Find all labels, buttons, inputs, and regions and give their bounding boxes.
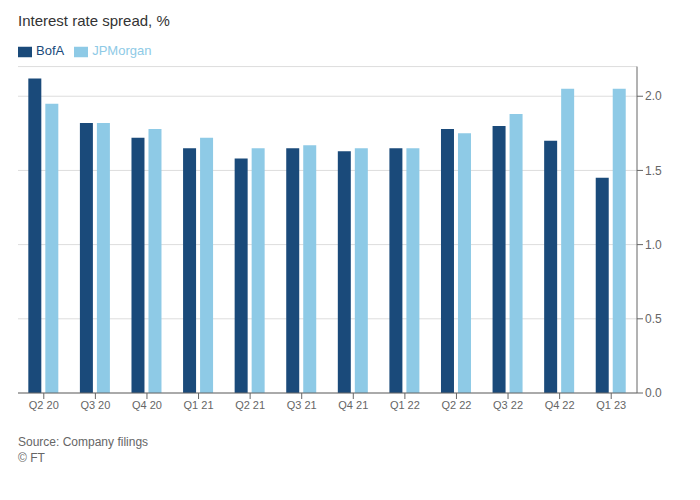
html-text:JPMorgan: JPMorgan (92, 43, 152, 58)
svg-text:0.5: 0.5 (645, 312, 662, 326)
svg-text:Q3 21: Q3 21 (287, 399, 317, 411)
svg-text:Q1 21: Q1 21 (184, 399, 214, 411)
html-text:© FT: © FT (18, 451, 45, 465)
html-text:Source: Company filings: Source: Company filings (18, 435, 149, 449)
svg-text:Q1 22: Q1 22 (390, 399, 420, 411)
svg-text:Q2 21: Q2 21 (235, 399, 265, 411)
svg-text:1.0: 1.0 (645, 238, 662, 252)
svg-text:0.0: 0.0 (645, 386, 662, 400)
html-text:BofA: BofA (36, 43, 65, 58)
svg-text:Q2 22: Q2 22 (441, 399, 471, 411)
svg-text:Q3 22: Q3 22 (493, 399, 523, 411)
svg-text:2.0: 2.0 (645, 89, 662, 103)
html-text:Interest rate spread, %: Interest rate spread, % (18, 12, 170, 29)
svg-text:Q4 21: Q4 21 (338, 399, 368, 411)
svg-text:Q4 20: Q4 20 (132, 399, 162, 411)
svg-text:Q2 20: Q2 20 (29, 399, 59, 411)
svg-text:1.5: 1.5 (645, 164, 662, 178)
svg-text:Q4 22: Q4 22 (545, 399, 575, 411)
svg-text:Q1 23: Q1 23 (596, 399, 626, 411)
svg-text:Q3 20: Q3 20 (80, 399, 110, 411)
